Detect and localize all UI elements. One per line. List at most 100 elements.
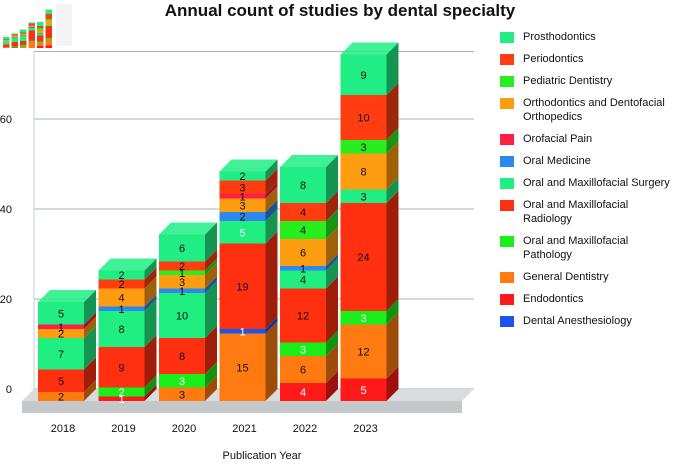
- bar-value-label: 3: [179, 277, 185, 289]
- thumbnail-bar-segment: [11, 34, 18, 36]
- legend-label: Oral and Maxillofacial Radiology: [523, 199, 629, 225]
- bar-segment: [340, 189, 387, 203]
- thumbnail-bar-segment: [37, 35, 44, 42]
- thumbnail-bar-segment: [37, 46, 44, 48]
- legend-swatch: [500, 54, 514, 65]
- bar-value-label: 2: [239, 212, 245, 224]
- bar-segment-side: [265, 317, 278, 334]
- bar-segment-side: [144, 267, 157, 289]
- bar-segment-side: [144, 335, 157, 388]
- bar-top-face: [219, 159, 278, 172]
- bar-segment-side: [386, 177, 399, 203]
- thumbnail-bar-segment: [3, 41, 10, 45]
- bar-segment-side: [205, 326, 217, 374]
- thumbnail-bar-segment: [3, 37, 10, 40]
- legend-item: Oral and Maxillofacial Radiology: [500, 198, 672, 226]
- bar-segment-side: [84, 326, 96, 370]
- bar-segment-side: [205, 362, 217, 388]
- bar-segment: [98, 396, 145, 401]
- legend-item: Orofacial Pain: [500, 132, 672, 146]
- bar-value-label: 10: [176, 311, 188, 323]
- bar-segment-side: [265, 209, 278, 244]
- bar-segment-side: [144, 294, 157, 311]
- floor-front: [22, 401, 462, 413]
- thumbnail-bar-segment: [45, 26, 52, 38]
- thumbnail-bar-segment: [45, 38, 52, 40]
- thumbnail-bar-segment: [28, 40, 35, 41]
- thumbnail-bar-segment: [37, 41, 44, 43]
- bar-segment-side: [205, 258, 217, 275]
- legend-label: Orthodontics and Dentofacial Orthopedics: [523, 97, 665, 123]
- bar-segment: [280, 356, 326, 383]
- bar-segment-side: [326, 254, 338, 271]
- thumbnail-legend: [56, 4, 72, 46]
- bar-value-label: 6: [300, 365, 306, 377]
- bar-segment-side: [326, 191, 338, 221]
- bar-segment-side: [326, 344, 338, 383]
- bar-segment-side: [205, 249, 217, 271]
- bar-segment-side: [386, 141, 399, 190]
- bar-value-label: 3: [179, 389, 185, 401]
- legend-label: Oral Medicine: [523, 155, 591, 167]
- thumbnail-bar-segment: [45, 14, 52, 19]
- bar-value-label: 19: [236, 281, 248, 293]
- bar-segment: [98, 288, 145, 307]
- bar-top-face: [38, 290, 96, 302]
- bar-segment-side: [386, 83, 399, 140]
- thumbnail-bar-segment: [11, 42, 18, 47]
- bar-segment-side: [265, 200, 278, 221]
- bar-segment: [219, 221, 266, 244]
- bar-segment-side: [265, 231, 278, 329]
- thumbnail-bar-segment: [20, 32, 27, 34]
- legend-label: Periodontics: [523, 53, 584, 65]
- thumbnail-bar-segment: [11, 37, 18, 38]
- thumbnail-bar-segment: [37, 30, 44, 33]
- thumbnail-bar-segment: [28, 25, 35, 26]
- bar-value-label: 1: [179, 268, 185, 280]
- legend-swatch: [500, 178, 514, 189]
- bar-value-label: 2: [239, 171, 245, 183]
- legend-swatch: [500, 98, 514, 109]
- legend-item: Oral and Maxillofacial Surgery: [500, 176, 672, 190]
- y-axis: 0 20 40 60: [0, 114, 12, 396]
- bar-value-label: 24: [357, 252, 369, 264]
- thumbnail-bar-segment: [11, 33, 18, 35]
- bar-segment: [159, 293, 205, 338]
- thumbnail-bar-segment: [3, 44, 10, 47]
- bar-segment: [340, 378, 387, 401]
- y-tick-label: 60: [0, 114, 12, 126]
- legend-item: General Dentistry: [500, 270, 672, 284]
- bar-value-label: 1: [179, 286, 185, 298]
- legend-swatch: [500, 76, 514, 87]
- bar-top-face: [340, 42, 399, 55]
- thumbnail-bar-segment: [20, 46, 27, 48]
- bar-value-label: 3: [300, 344, 306, 356]
- bar-segment-side: [205, 276, 217, 293]
- bar-segment-side: [386, 312, 399, 379]
- bar-segment: [98, 311, 145, 347]
- bar-value-label: 2: [118, 279, 124, 291]
- bar-segment: [219, 212, 266, 221]
- legend-label: General Dentistry: [523, 271, 609, 283]
- legend-label: Oral and Maxillofacial Surgery: [523, 177, 670, 189]
- bar-segment-side: [84, 317, 96, 338]
- bar-segment: [340, 311, 387, 325]
- thumbnail-bar-segment: [20, 36, 27, 41]
- bar-segment: [98, 306, 145, 311]
- bar-segment: [340, 324, 387, 379]
- bar-segment: [159, 338, 205, 374]
- bar-segment-side: [84, 380, 96, 401]
- thumbnail-bar-segment: [45, 24, 52, 26]
- thumbnail-bar-segment: [11, 46, 18, 48]
- legend: Prosthodontics Periodontics Pediatric Dent…: [500, 30, 672, 336]
- bar-segment: [38, 392, 84, 401]
- legend-swatch: [500, 134, 514, 145]
- thumbnail-bar-segment: [45, 19, 52, 21]
- thumbnail-bar-segment: [20, 34, 27, 36]
- bar-top-face: [159, 222, 217, 235]
- thumbnail-bar-segment: [45, 45, 52, 48]
- legend-label: Prosthodontics: [523, 31, 596, 43]
- bar-segment: [280, 239, 326, 266]
- bar-segment-side: [386, 299, 399, 325]
